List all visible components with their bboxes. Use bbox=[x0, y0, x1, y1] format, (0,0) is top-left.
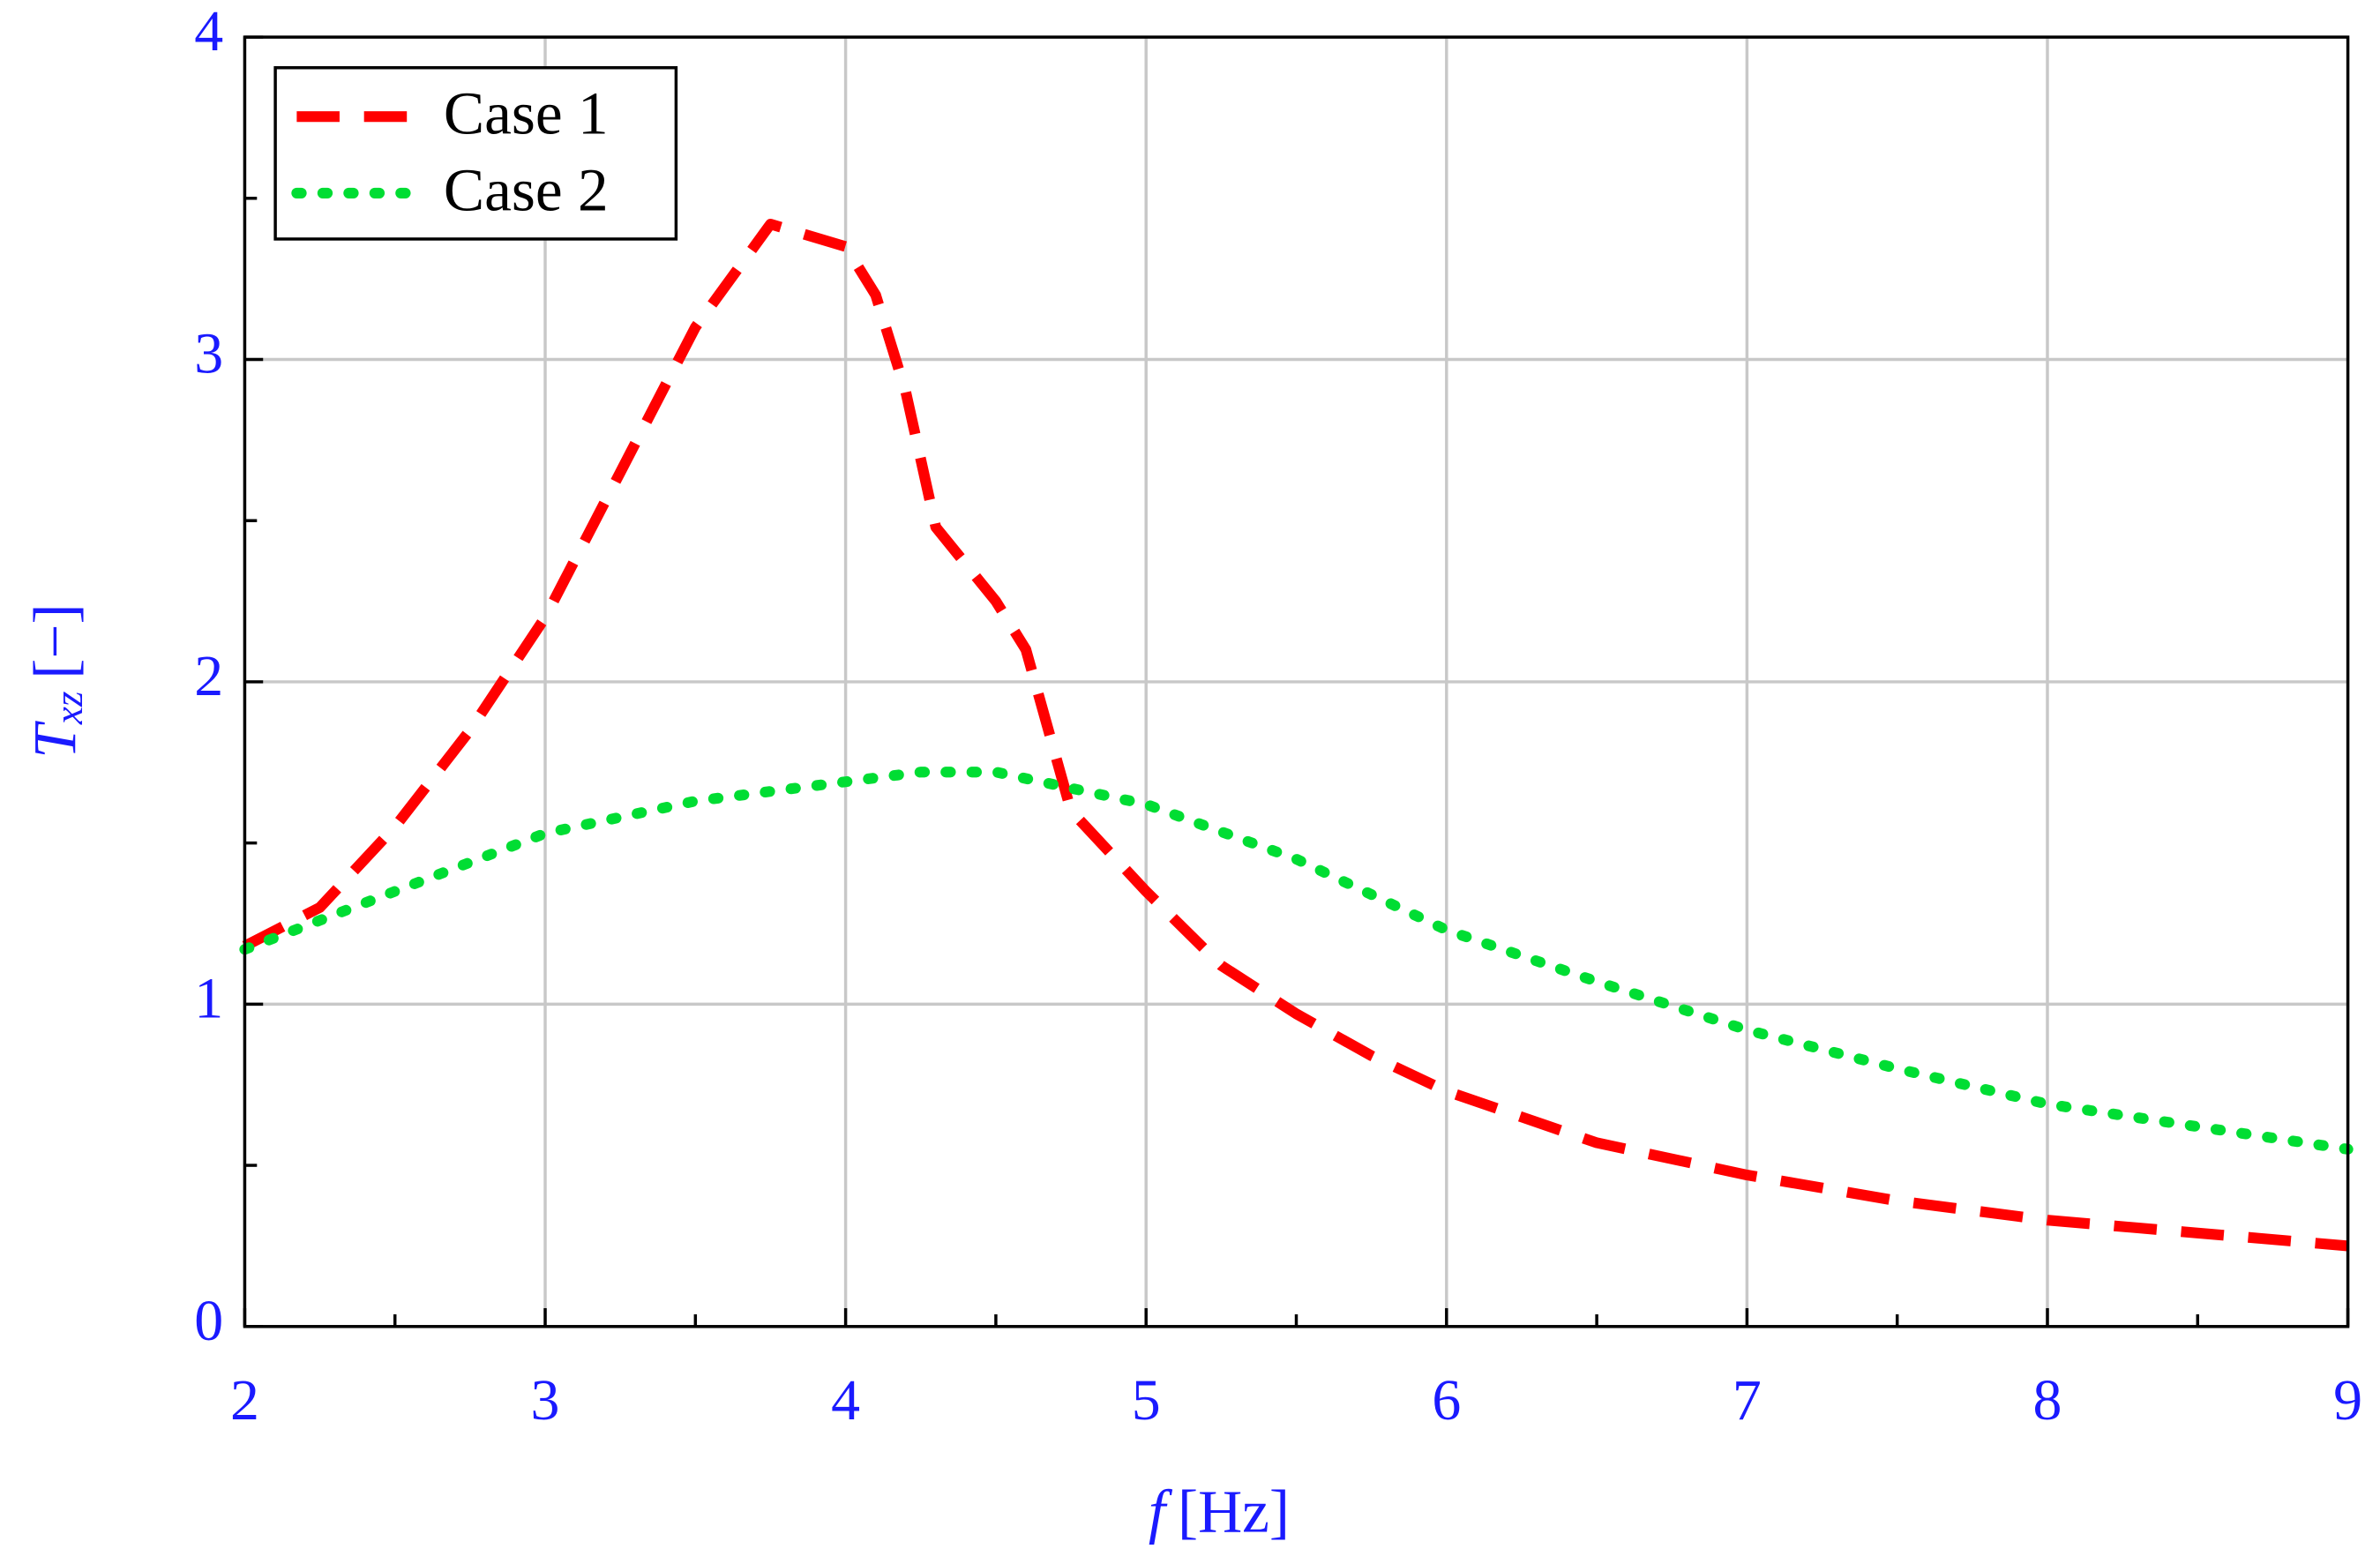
y-tick-label: 4 bbox=[194, 0, 223, 64]
y-label-unit: [−] bbox=[21, 603, 89, 678]
legend-label: Case 1 bbox=[444, 80, 609, 148]
plot-frame bbox=[243, 35, 2350, 1328]
x-tick-label: 3 bbox=[531, 1368, 560, 1433]
series-line bbox=[239, 767, 2354, 1155]
y-tick-label: 0 bbox=[194, 1289, 223, 1353]
x-tick-label: 6 bbox=[1432, 1368, 1461, 1433]
x-tick-label: 7 bbox=[1733, 1368, 1762, 1433]
y-tick-label: 3 bbox=[194, 322, 223, 386]
y-label-subscript: xz bbox=[48, 692, 92, 726]
y-tick-label: 1 bbox=[194, 966, 223, 1030]
y-axis-label: Txz [−] bbox=[21, 603, 91, 758]
x-label-unit: [Hz] bbox=[1178, 1478, 1290, 1545]
x-tick-label: 9 bbox=[2333, 1368, 2362, 1433]
legend-box bbox=[273, 66, 678, 241]
series-line bbox=[242, 218, 2349, 1252]
x-tick-label: 8 bbox=[2033, 1368, 2062, 1433]
y-label-symbol: T bbox=[21, 721, 89, 759]
x-tick-label: 4 bbox=[831, 1368, 860, 1433]
plot-area bbox=[239, 218, 2354, 1252]
legend-label: Case 2 bbox=[444, 156, 609, 224]
x-tick-label: 5 bbox=[1132, 1368, 1161, 1433]
y-tick-label: 2 bbox=[194, 644, 223, 708]
x-tick-label: 2 bbox=[230, 1368, 259, 1433]
